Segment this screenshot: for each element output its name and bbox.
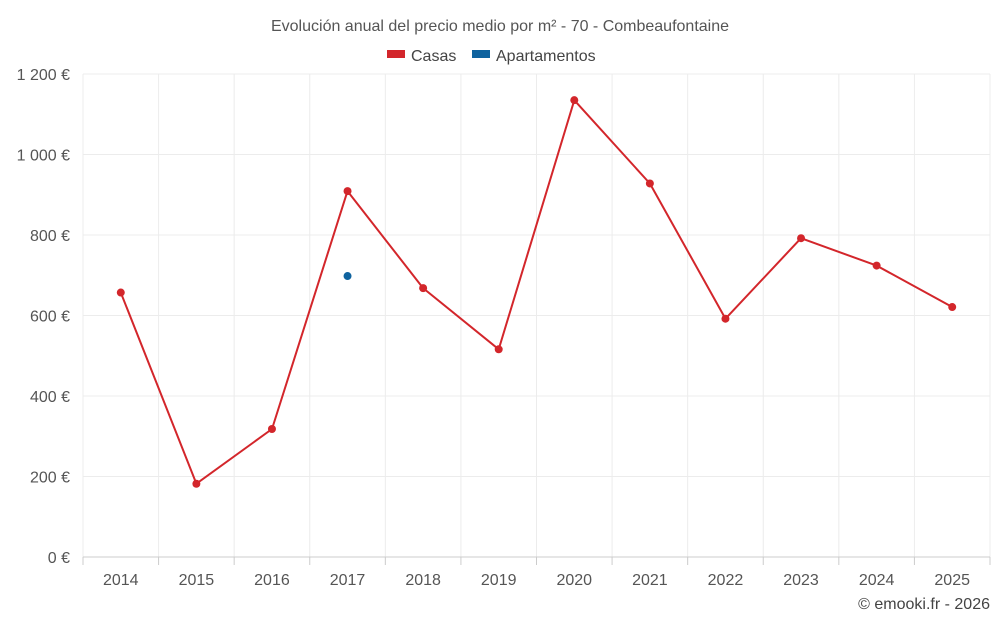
legend-item-apartamentos[interactable]: Apartamentos — [472, 48, 596, 65]
x-tick-label: 2021 — [632, 572, 668, 589]
data-point-casas-2017[interactable] — [343, 187, 352, 196]
y-tick-label: 0 € — [48, 550, 70, 567]
y-tick-label: 400 € — [30, 389, 70, 406]
x-tick-label: 2025 — [934, 572, 970, 589]
x-tick-label: 2016 — [254, 572, 290, 589]
x-tick-label: 2015 — [179, 572, 215, 589]
data-point-casas-2019[interactable] — [494, 345, 503, 354]
data-point-casas-2021[interactable] — [645, 179, 654, 188]
data-point-casas-2020[interactable] — [570, 96, 579, 105]
data-point-apartamentos-2017[interactable] — [343, 272, 352, 281]
legend-item-casas[interactable]: Casas — [387, 48, 456, 65]
x-tick-label: 2024 — [859, 572, 895, 589]
y-tick-label: 1 000 € — [17, 148, 70, 165]
y-tick-label: 200 € — [30, 470, 70, 487]
y-tick-label: 600 € — [30, 309, 70, 326]
data-point-casas-2024[interactable] — [872, 261, 881, 270]
chart-title: Evolución anual del precio medio por m² … — [271, 18, 729, 35]
series-casas — [116, 96, 957, 488]
legend-swatch-casas — [387, 50, 405, 58]
x-tick-label: 2022 — [708, 572, 744, 589]
x-tick-label: 2014 — [103, 572, 139, 589]
data-point-casas-2014[interactable] — [116, 288, 125, 297]
data-point-casas-2023[interactable] — [797, 234, 806, 243]
x-tick-label: 2023 — [783, 572, 819, 589]
y-tick-label: 800 € — [30, 228, 70, 245]
series-apartamentos — [343, 272, 352, 281]
y-tick-label: 1 200 € — [17, 67, 70, 84]
series — [116, 96, 957, 488]
legend-label-apartamentos: Apartamentos — [496, 48, 596, 65]
series-line-casas — [119, 99, 953, 485]
data-point-casas-2022[interactable] — [721, 314, 730, 323]
x-tick-label: 2018 — [405, 572, 441, 589]
x-axis: 2014 2015 2016 2017 2018 2019 2020 2021 2022 2023… — [82, 556, 991, 589]
y-axis: 0 € 200 € 400 € 600 € 800 € 1 000 € 1 200 € — [17, 67, 70, 567]
credit-text: © emooki.fr - 2026 — [858, 596, 990, 613]
data-point-casas-2025[interactable] — [948, 303, 957, 312]
grid-lines — [82, 73, 991, 557]
x-tick-label: 2020 — [556, 572, 592, 589]
data-point-casas-2015[interactable] — [192, 479, 201, 488]
legend-label-casas: Casas — [411, 48, 456, 65]
data-point-casas-2016[interactable] — [267, 425, 276, 434]
legend-swatch-apartamentos — [472, 50, 490, 58]
legend: Casas Apartamentos — [387, 48, 596, 65]
data-point-casas-2018[interactable] — [419, 284, 428, 293]
x-tick-label: 2019 — [481, 572, 517, 589]
x-tick-label: 2017 — [330, 572, 366, 589]
